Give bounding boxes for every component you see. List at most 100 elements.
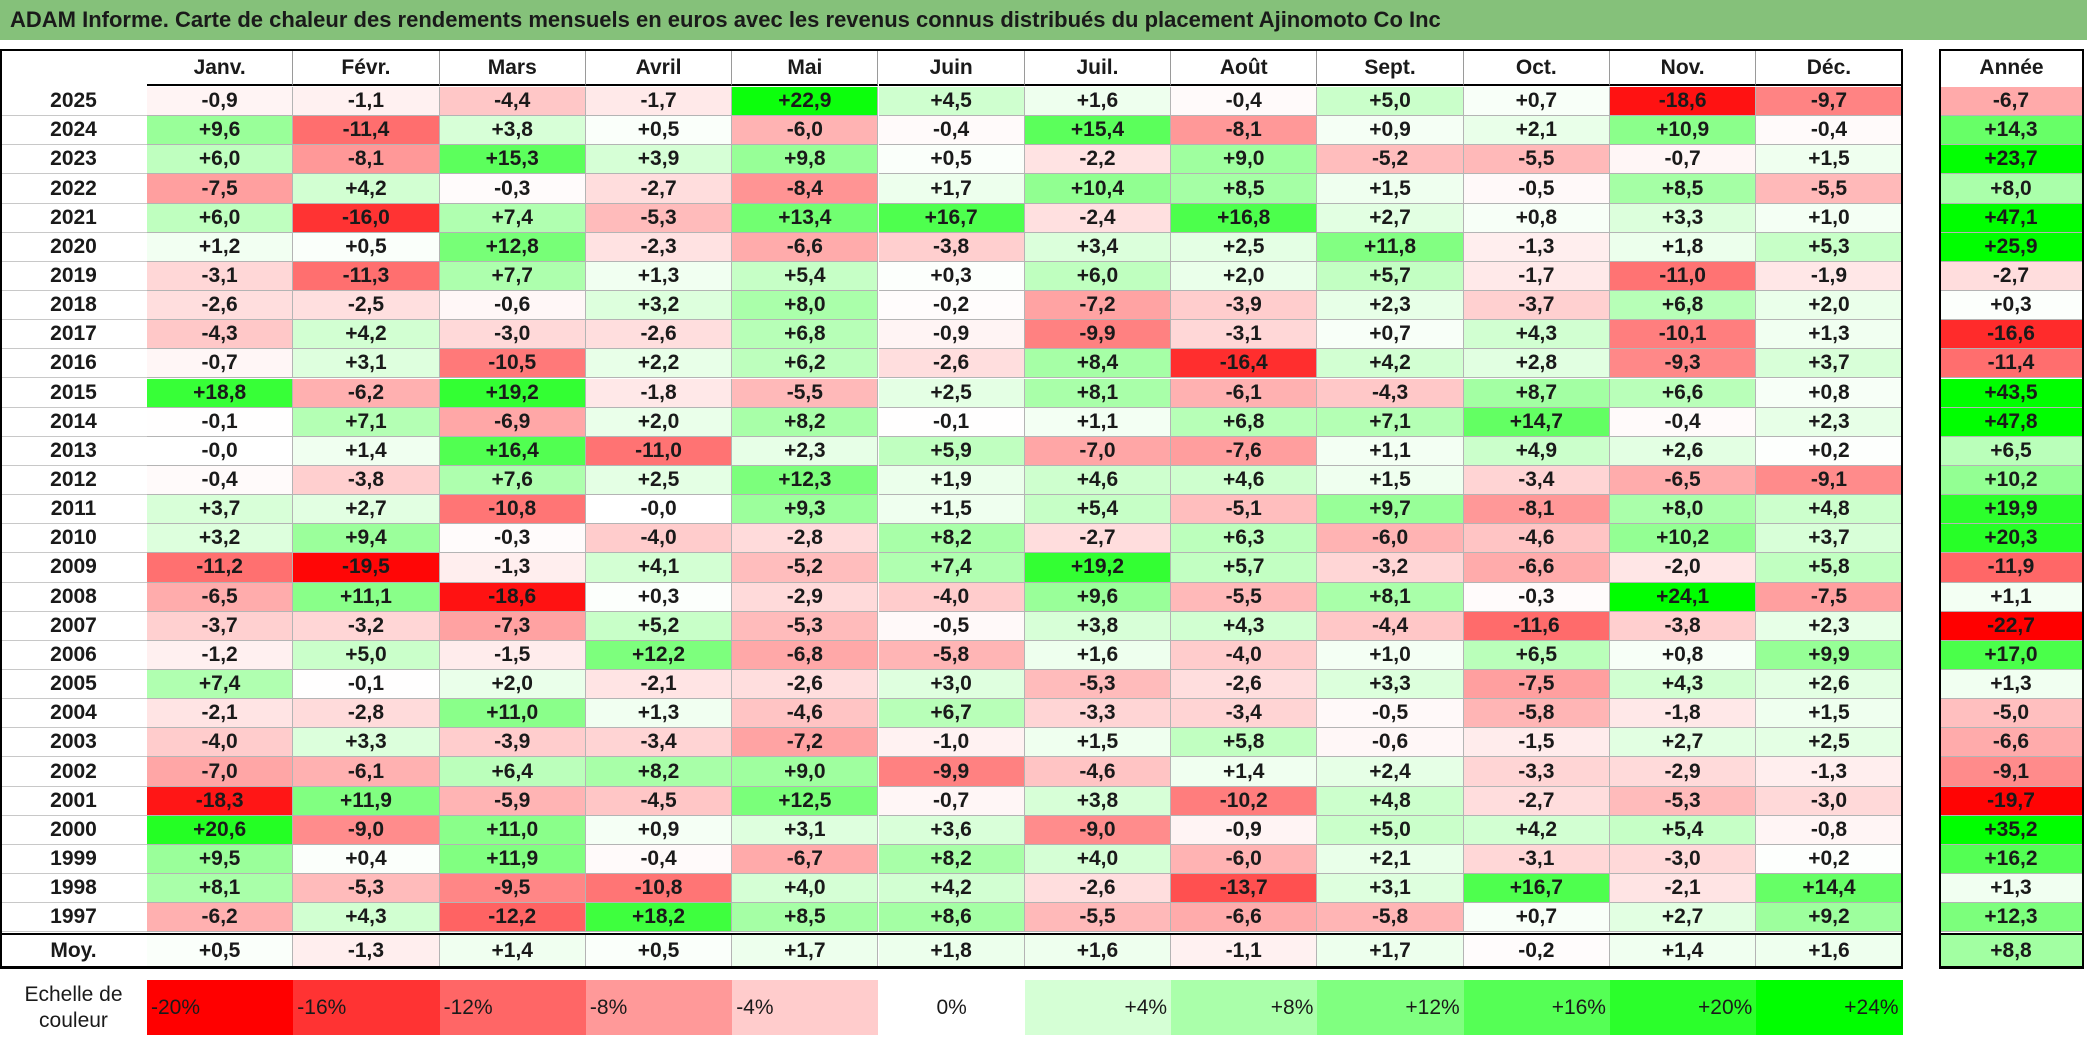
heatmap-cell: -4,0 xyxy=(878,582,1025,612)
heatmap-cell: +1,1 xyxy=(1024,407,1172,437)
month-header: Janv. xyxy=(147,49,294,86)
annual-cell: +1,3 xyxy=(1939,874,2084,904)
heatmap-cell: +3,0 xyxy=(878,670,1025,700)
heatmap-cell: -3,0 xyxy=(439,320,586,350)
heatmap-cell: -5,3 xyxy=(1610,786,1757,816)
month-header: Mars xyxy=(439,49,586,86)
scale-swatch: +16% xyxy=(1463,980,1610,1035)
heatmap-cell: +1,2 xyxy=(147,232,294,262)
heatmap-cell: +16,4 xyxy=(439,436,586,466)
heatmap-cell: +1,5 xyxy=(878,495,1025,525)
heatmap-cell: +2,3 xyxy=(1756,407,1903,437)
year-label: 2023 xyxy=(0,145,147,175)
heatmap-cell: +2,0 xyxy=(585,407,733,437)
heatmap-cell: -3,7 xyxy=(1463,291,1610,321)
heatmap-cell: -1,1 xyxy=(293,87,440,117)
heatmap-cell: -6,0 xyxy=(1317,524,1464,554)
heatmap-cell: +2,0 xyxy=(1756,291,1903,321)
heatmap-cell: +4,2 xyxy=(1463,815,1610,845)
heatmap-cell: -2,1 xyxy=(585,670,733,700)
heatmap-cell: +5,8 xyxy=(1171,728,1318,758)
heatmap-cell: -18,3 xyxy=(147,786,294,816)
heatmap-cell: +8,2 xyxy=(732,407,879,437)
heatmap-cell: -0,5 xyxy=(1463,174,1610,204)
heatmap-cell: +2,1 xyxy=(1317,844,1464,875)
heatmap-cell: -10,2 xyxy=(1171,786,1318,816)
heatmap-cell: -10,8 xyxy=(439,495,586,525)
year-label: 2015 xyxy=(0,378,147,408)
heatmap-cell: -0,3 xyxy=(1463,582,1610,612)
heatmap-cell: -2,1 xyxy=(147,699,294,729)
heatmap-cell: -5,8 xyxy=(878,640,1025,670)
month-header: Sept. xyxy=(1317,49,1464,86)
heatmap-cell: -3,4 xyxy=(1171,699,1318,729)
heatmap-cell: -0,5 xyxy=(1317,699,1464,729)
year-label: 2014 xyxy=(0,407,147,437)
heatmap-cell: -0,2 xyxy=(878,291,1025,321)
year-label: 2022 xyxy=(0,174,147,204)
heatmap-cell: -1,8 xyxy=(1610,699,1757,729)
heatmap-cell: -11,4 xyxy=(293,116,440,146)
heatmap-cell: -6,0 xyxy=(1171,844,1318,875)
heatmap-cell: +2,6 xyxy=(1756,670,1903,700)
heatmap-cell: +11,9 xyxy=(293,786,440,816)
heatmap-cell: +5,4 xyxy=(1024,495,1172,525)
heatmap-cell: -0,4 xyxy=(585,844,733,875)
heatmap-cell: +6,0 xyxy=(147,203,294,233)
heatmap-cell: +2,7 xyxy=(1610,728,1757,758)
heatmap-cell: -2,6 xyxy=(147,291,294,321)
heatmap-cell: -7,0 xyxy=(1024,436,1172,466)
heatmap-cell: -3,2 xyxy=(1317,553,1464,583)
heatmap-cell: -7,6 xyxy=(1171,436,1318,466)
heatmap-cell: -10,8 xyxy=(585,874,733,904)
heatmap-cell: +3,8 xyxy=(439,116,586,146)
heatmap-cell: -3,1 xyxy=(1463,844,1610,875)
annual-cell: +47,1 xyxy=(1939,203,2084,233)
heatmap-cell: +4,3 xyxy=(1171,611,1318,641)
annual-cell: +43,5 xyxy=(1939,378,2084,408)
heatmap-cell: +24,1 xyxy=(1610,582,1757,612)
heatmap-cell: +2,3 xyxy=(732,436,879,466)
heatmap-cell: +0,2 xyxy=(1756,844,1903,875)
heatmap-cell: -2,0 xyxy=(1610,553,1757,583)
heatmap-cell: +0,8 xyxy=(1610,640,1757,670)
heatmap-cell: -3,1 xyxy=(147,261,294,292)
heatmap-cell: -3,3 xyxy=(1024,699,1172,729)
heatmap-cell: -5,5 xyxy=(1024,903,1172,933)
annual-cell: +17,0 xyxy=(1939,640,2084,670)
heatmap-cell: -6,8 xyxy=(732,640,879,670)
heatmap-cell: -3,8 xyxy=(293,465,440,496)
annual-cell: -19,7 xyxy=(1939,786,2084,816)
heatmap-cell: +1,8 xyxy=(1610,232,1757,262)
scale-swatch: -12% xyxy=(439,980,586,1035)
scale-label: Echelle de couleur xyxy=(0,980,147,1035)
annual-cell: +12,3 xyxy=(1939,903,2084,933)
heatmap-cell: -5,5 xyxy=(732,378,879,408)
heatmap-cell: -5,9 xyxy=(439,786,586,816)
heatmap-cell: +0,8 xyxy=(1756,378,1903,408)
heatmap-cell: +3,7 xyxy=(147,495,294,525)
heatmap-cell: +9,9 xyxy=(1756,640,1903,670)
heatmap-cell: +2,7 xyxy=(293,495,440,525)
heatmap-cell: -8,1 xyxy=(1171,116,1318,146)
heatmap-cell: -16,4 xyxy=(1171,349,1318,379)
heatmap-cell: +2,7 xyxy=(1610,903,1757,933)
heatmap-cell: +2,4 xyxy=(1317,757,1464,787)
heatmap-cell: +3,1 xyxy=(1317,874,1464,904)
heatmap-cell: +1,5 xyxy=(1317,174,1464,204)
heatmap-cell: +1,1 xyxy=(1317,436,1464,466)
heatmap-cell: +19,2 xyxy=(439,378,586,408)
heatmap-cell: +2,1 xyxy=(1463,116,1610,146)
heatmap-cell: +5,0 xyxy=(293,640,440,670)
heatmap-cell: +3,8 xyxy=(1024,786,1172,816)
heatmap-cell: +2,5 xyxy=(585,465,733,496)
heatmap-cell: +4,1 xyxy=(585,553,733,583)
heatmap-cell: +0,3 xyxy=(878,261,1025,292)
heatmap-cell: -11,3 xyxy=(293,261,440,292)
heatmap-cell: -9,7 xyxy=(1756,87,1903,117)
heatmap-cell: -11,0 xyxy=(1610,261,1757,292)
heatmap-cell: +6,6 xyxy=(1610,378,1757,408)
month-header: Déc. xyxy=(1756,49,1903,86)
heatmap-cell: +9,4 xyxy=(293,524,440,554)
year-label: 2004 xyxy=(0,699,147,729)
